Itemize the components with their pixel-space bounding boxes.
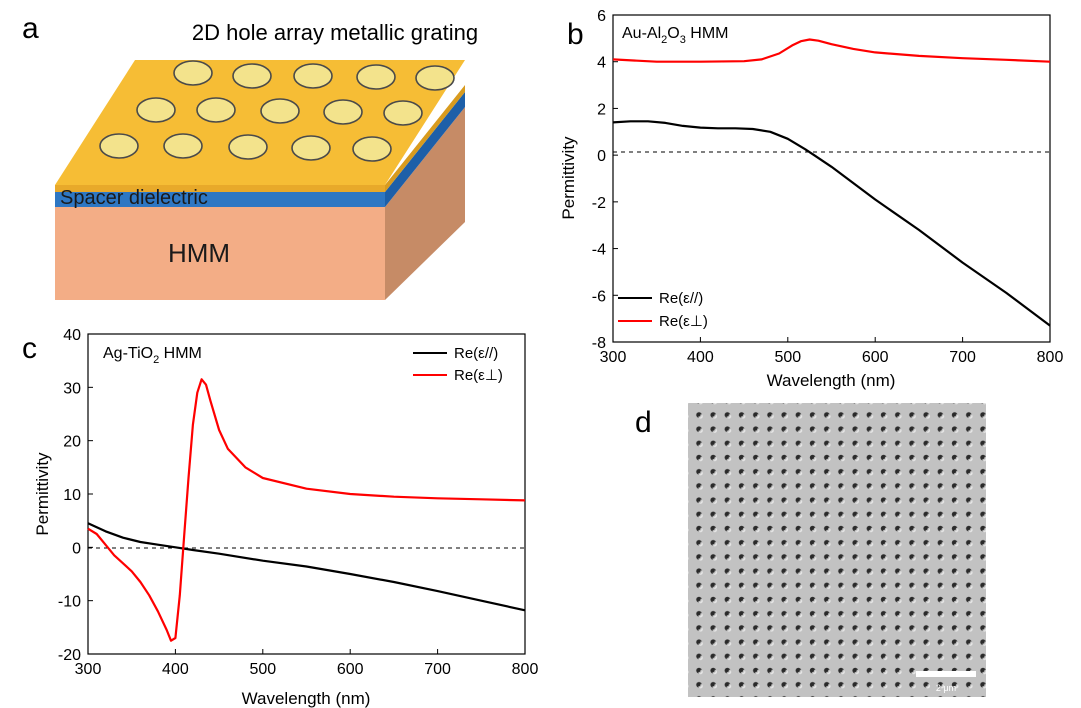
chart-c-ylabel: Permittivity [33,452,52,536]
sem-scale-bar [916,671,976,677]
chart-b-legend-label-0: Re(ε//) [659,290,703,307]
chart-c-ytick-label-4: 20 [63,434,81,451]
chart-b-legend-label-1: Re(ε⊥) [659,313,708,330]
grating-front [55,185,385,192]
hole [352,136,392,162]
hole [383,100,423,126]
hole [173,60,213,86]
chart-c-xtick-label-0: 300 [75,661,102,678]
chart-c-ticks: 300 400 500 600 700 800 -20 -10 0 10 20 30 40 [58,327,539,678]
grating-side [385,85,465,192]
hole-array [99,60,455,162]
chart-c-ytick-label-3: 10 [63,487,81,504]
chart-b-series-line-1 [612,38,1051,63]
chart-b-xtick-label-1: 400 [687,349,714,366]
chart-b-xtick-label-0: 300 [600,349,627,366]
panel-d-letter: d [635,406,652,439]
chart-b-xtick-label-4: 700 [949,349,976,366]
chart-c-ytick-label-0: -20 [58,647,81,664]
hmm-block-front [55,207,385,300]
chart-b-ytick-label-1: -6 [592,288,606,305]
hmm-block-side [385,107,465,300]
chart-c-xtick-label-3: 600 [337,661,364,678]
chart-c-series [87,378,526,642]
panel-d: d 2 μm [635,403,986,697]
spacer-label: Spacer dielectric [60,187,208,209]
chart-b-series-line-0 [612,120,1051,327]
hole [196,97,236,123]
chart-b-xtick-label-3: 600 [862,349,889,366]
spacer-front [55,192,385,207]
hole [228,134,268,160]
chart-b-ytick-label-4: 0 [597,148,606,165]
sem-image [688,403,986,697]
hole [415,65,455,91]
chart-c-xtick-label-2: 500 [249,661,276,678]
chart-b-ytick-label-6: 4 [597,55,606,72]
panel-a: a 2D hole array metallic grating [22,12,478,300]
spacer-side [385,92,465,207]
chart-c-xtick-label-1: 400 [162,661,189,678]
panel-a-title: 2D hole array metallic grating [192,20,478,45]
chart-c-ytick-label-6: 40 [63,327,81,344]
hole [323,99,363,125]
panel-b-letter: b [567,18,584,51]
chart-c-xlabel: Wavelength (nm) [242,689,371,708]
hole [232,63,272,89]
chart-c-legend-label-0: Re(ε//) [454,345,498,362]
hole [99,133,139,159]
chart-b-ytick-label-0: -8 [592,335,606,352]
chart-b-legend: Re(ε//) Re(ε⊥) [618,290,708,330]
chart-b-ticks: 300 400 500 600 700 800 -8 -6 -4 -2 0 2 4 6 [592,8,1064,366]
hmm-label: HMM [168,238,230,268]
chart-b-ytick-label-5: 2 [597,101,606,118]
chart-c-ytick-label-2: 0 [72,540,81,557]
chart-c-xtick-label-5: 800 [512,661,539,678]
chart-c-series-line-0 [87,522,526,612]
chart-b-xtick-label-5: 800 [1037,349,1064,366]
panel-a-letter: a [22,12,39,45]
chart-b: b 300 400 500 600 700 800 -8 -6 -4 -2 0 2 4 6 Au-Al2O… [559,8,1063,390]
hole [136,97,176,123]
chart-b-ytick-label-2: -4 [592,242,606,259]
hole [291,135,331,161]
chart-b-xlabel: Wavelength (nm) [767,371,896,390]
chart-c: c 300 400 500 600 700 800 -20 -10 0 10 20 30 40 Ag-T… [22,327,538,708]
chart-b-ytick-label-7: 6 [597,8,606,25]
hole [260,98,300,124]
hole [163,133,203,159]
chart-c-ytick-label-5: 30 [63,380,81,397]
chart-c-legend-label-1: Re(ε⊥) [454,367,503,384]
chart-c-xtick-label-4: 700 [424,661,451,678]
chart-b-xtick-label-2: 500 [774,349,801,366]
chart-b-title: Au-Al2O3 HMM [622,25,728,46]
chart-b-frame [612,14,1051,343]
sem-scale-bar-label: 2 μm [936,683,956,693]
chart-c-series-line-1 [87,378,526,642]
panel-c-letter: c [22,332,37,365]
chart-b-ytick-label-3: -2 [592,195,606,212]
hole [293,63,333,89]
chart-b-ylabel: Permittivity [559,136,578,220]
chart-c-title: Ag-TiO2 HMM [103,345,202,366]
chart-c-ytick-label-1: -10 [58,594,81,611]
chart-c-legend: Re(ε//) Re(ε⊥) [413,345,503,384]
chart-b-series [612,38,1051,327]
hole [356,64,396,90]
